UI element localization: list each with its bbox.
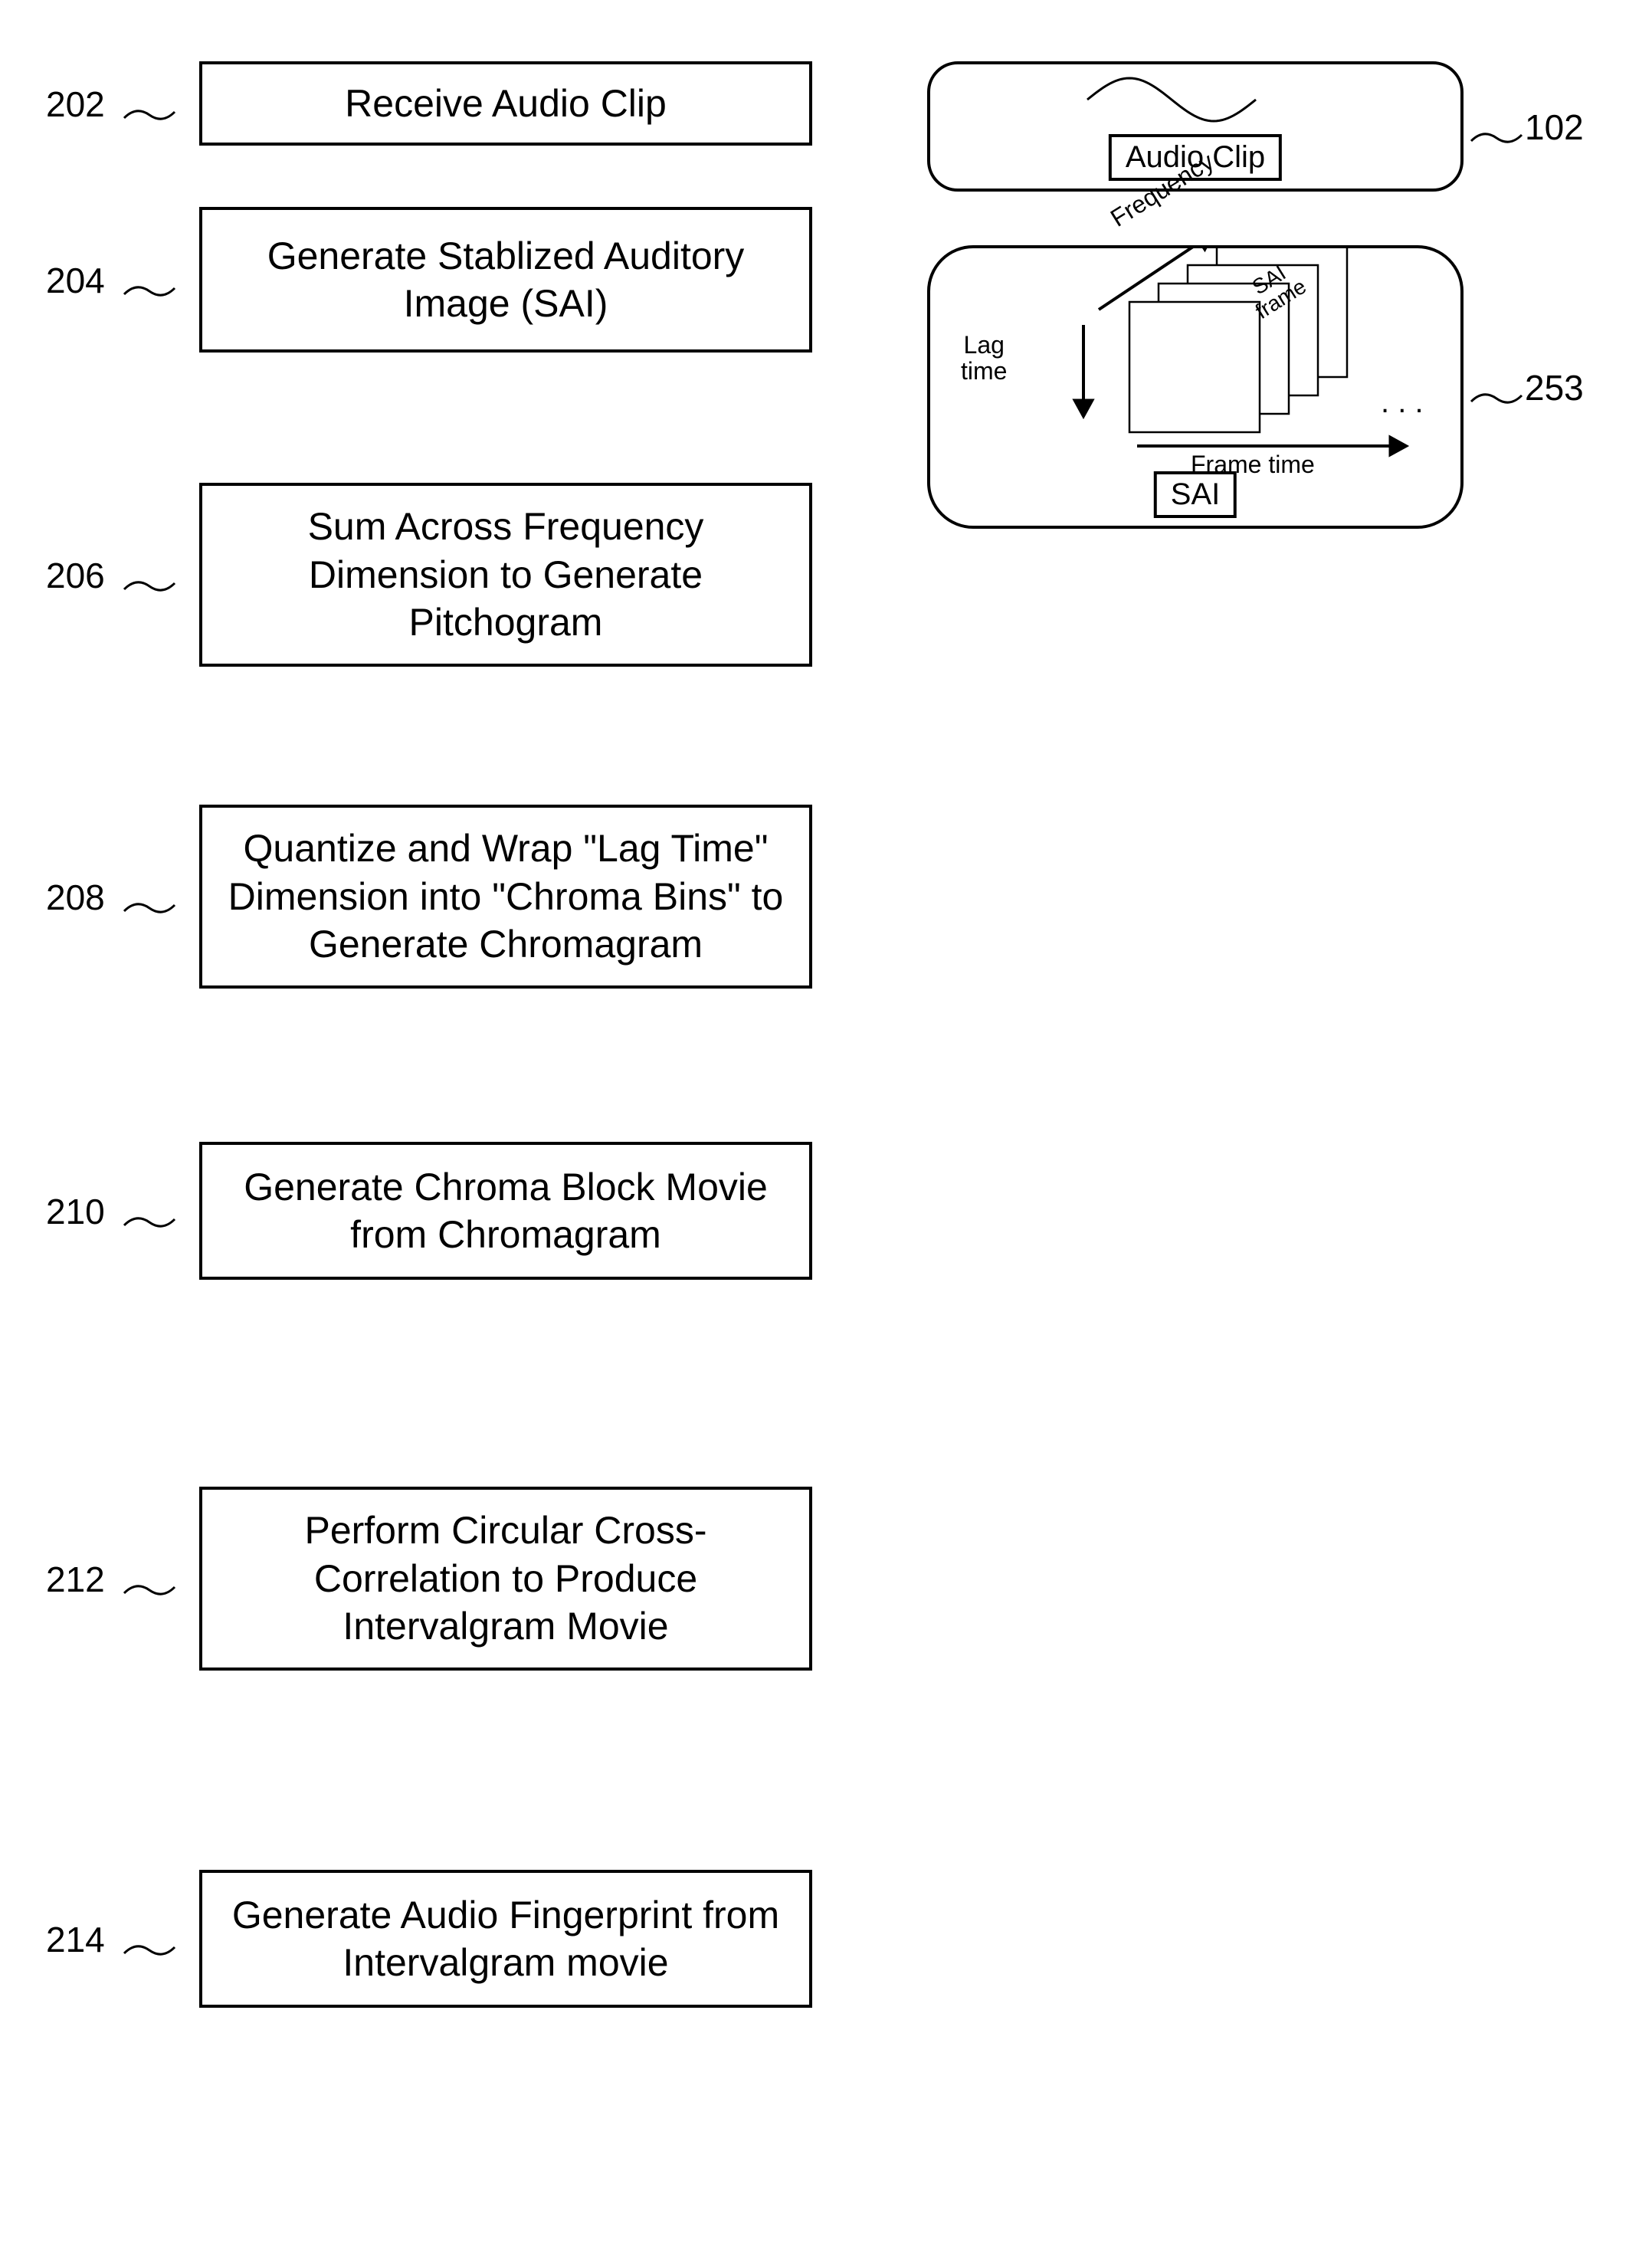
process-text: Sum Across FrequencyDimension to Generat… bbox=[308, 503, 704, 647]
process-p214: Generate Audio Fingerprint fromIntervalg… bbox=[199, 1870, 812, 2008]
ref-label-212: 212 bbox=[46, 1559, 105, 1600]
process-text: Generate Audio Fingerprint fromIntervalg… bbox=[232, 1891, 779, 1987]
process-p202: Receive Audio Clip bbox=[199, 61, 812, 146]
ref-label-208: 208 bbox=[46, 877, 105, 918]
process-p212: Perform Circular Cross-Correlation to Pr… bbox=[199, 1487, 812, 1671]
ref-label-202: 202 bbox=[46, 84, 105, 125]
ref-label-206: 206 bbox=[46, 555, 105, 596]
process-p208: Quantize and Wrap "Lag Time"Dimension in… bbox=[199, 805, 812, 989]
process-text: Perform Circular Cross-Correlation to Pr… bbox=[304, 1507, 706, 1651]
ref-label-102: 102 bbox=[1525, 107, 1584, 148]
ref-label-210: 210 bbox=[46, 1191, 105, 1232]
ref-label-253: 253 bbox=[1525, 367, 1584, 408]
process-text: Generate Stablized AuditoryImage (SAI) bbox=[267, 232, 745, 328]
data-caption: SAI bbox=[1154, 471, 1237, 518]
process-p206: Sum Across FrequencyDimension to Generat… bbox=[199, 483, 812, 667]
process-text: Quantize and Wrap "Lag Time"Dimension in… bbox=[228, 825, 784, 969]
process-p204: Generate Stablized AuditoryImage (SAI) bbox=[199, 207, 812, 353]
process-p210: Generate Chroma Block Moviefrom Chromagr… bbox=[199, 1142, 812, 1280]
data-node-d253: SAI. . .FrequencyLagtimeFrame timeSAIfra… bbox=[927, 245, 1464, 529]
process-text: Receive Audio Clip bbox=[345, 80, 667, 128]
ref-label-204: 204 bbox=[46, 260, 105, 301]
ref-label-214: 214 bbox=[46, 1919, 105, 1960]
process-text: Generate Chroma Block Moviefrom Chromagr… bbox=[244, 1163, 768, 1259]
